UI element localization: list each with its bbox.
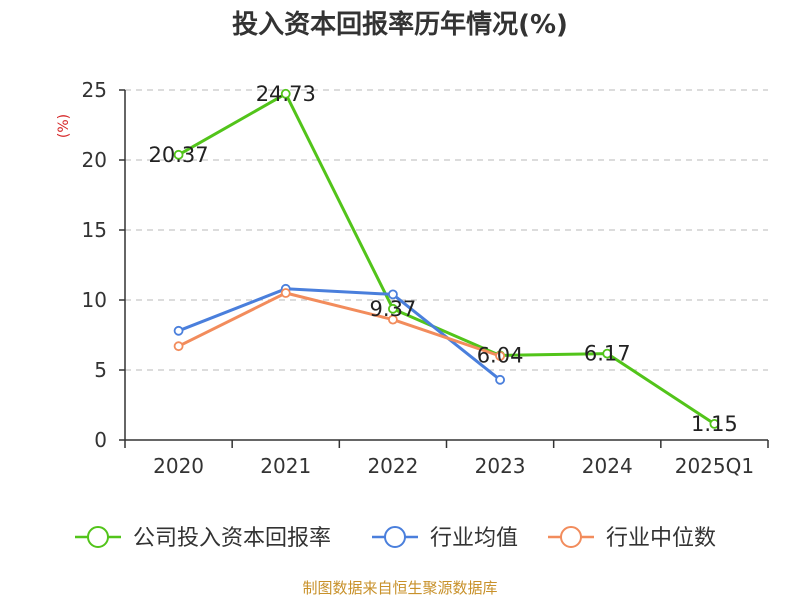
y-tick-label: 15	[82, 218, 107, 242]
data-point[interactable]	[173, 341, 184, 352]
axes: 0 5 10 15 20 25 2020 2021 2022 2023 2024 2025Q1	[82, 78, 769, 478]
legend-item[interactable]: 行业均值	[372, 526, 518, 551]
series-line	[177, 291, 501, 358]
y-tick-label: 20	[82, 148, 107, 172]
data-label: 1.15	[691, 412, 738, 436]
series-lines	[173, 88, 720, 429]
source-note: 制图数据来自恒生聚源数据库	[302, 579, 497, 597]
legend-label: 行业均值	[430, 526, 518, 551]
x-tick-label: 2024	[582, 454, 633, 478]
series-line	[177, 92, 716, 426]
y-tick-label: 25	[82, 78, 107, 102]
data-point[interactable]	[495, 351, 505, 361]
y-axis-label: (%)	[56, 114, 72, 138]
data-point[interactable]	[280, 88, 291, 99]
data-point[interactable]	[388, 289, 398, 300]
data-point[interactable]	[280, 288, 291, 298]
legend-marker-icon	[87, 526, 109, 548]
x-tick-label: 2020	[153, 454, 204, 478]
data-point[interactable]	[388, 303, 398, 314]
legend-marker-icon	[384, 526, 406, 548]
legend-label: 行业中位数	[606, 526, 716, 551]
data-label: 6.17	[584, 342, 631, 366]
data-labels: 20.37 24.73 9.37 6.04 6.17 1.15	[149, 82, 738, 436]
y-tick-label: 0	[94, 428, 107, 452]
legend-marker-icon	[560, 526, 582, 548]
data-label: 6.04	[477, 343, 524, 367]
data-label: 20.37	[149, 143, 209, 167]
legend-item[interactable]: 公司投入资本回报率	[75, 526, 331, 551]
y-tick-label: 10	[82, 288, 107, 312]
legend[interactable]: 公司投入资本回报率 行业均值 行业中位数	[75, 526, 716, 551]
data-point[interactable]	[173, 325, 184, 336]
data-point[interactable]	[602, 348, 613, 359]
x-tick-label: 2021	[260, 454, 311, 478]
legend-label: 公司投入资本回报率	[133, 526, 331, 551]
data-label: 24.73	[256, 82, 316, 106]
x-tick-label: 2023	[475, 454, 526, 478]
chart-title: 投入资本回报率历年情况(%)	[232, 9, 568, 40]
data-label: 9.37	[370, 297, 417, 321]
data-point[interactable]	[388, 314, 398, 325]
data-point[interactable]	[709, 418, 720, 429]
data-point[interactable]	[495, 374, 505, 385]
y-tick-label: 5	[94, 358, 107, 382]
grid-lines	[125, 89, 768, 371]
x-tick-label: 2022	[367, 454, 418, 478]
data-point[interactable]	[173, 149, 184, 160]
x-tick-label: 2025Q1	[675, 454, 754, 478]
legend-item[interactable]: 行业中位数	[548, 526, 716, 551]
